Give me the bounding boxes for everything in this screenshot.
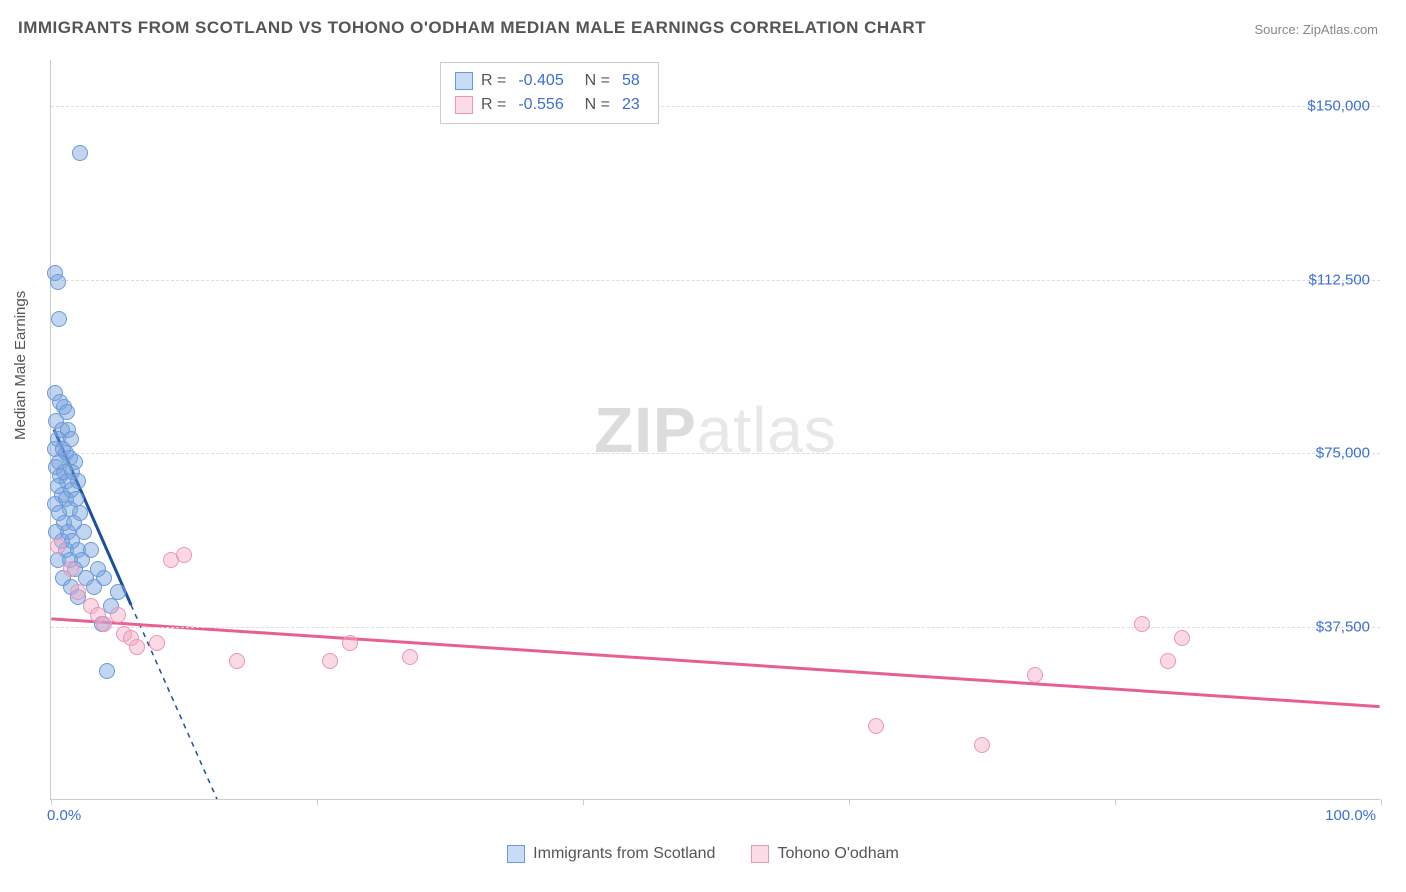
x-tick xyxy=(1381,799,1382,805)
scatter-point-tohono xyxy=(110,607,126,623)
stats-row-tohono: R = -0.556 N = 23 xyxy=(455,93,644,117)
scatter-point-tohono xyxy=(1160,653,1176,669)
scatter-point-tohono xyxy=(129,639,145,655)
scatter-point-tohono xyxy=(402,649,418,665)
stats-row-scotland: R = -0.405 N = 58 xyxy=(455,69,644,93)
x-tick xyxy=(849,799,850,805)
scatter-point-tohono xyxy=(1174,630,1190,646)
y-axis-label: Median Male Earnings xyxy=(12,291,29,440)
swatch-scotland xyxy=(507,845,525,863)
series-legend: Immigrants from Scotland Tohono O'odham xyxy=(0,845,1406,868)
scatter-point-tohono xyxy=(50,538,66,554)
x-tick xyxy=(1115,799,1116,805)
x-label-min: 0.0% xyxy=(47,807,81,824)
x-tick xyxy=(51,799,52,805)
scatter-point-tohono xyxy=(342,635,358,651)
gridline xyxy=(51,453,1380,454)
scatter-point-tohono xyxy=(229,653,245,669)
scatter-point-scotland xyxy=(50,274,66,290)
y-tick-label: $37,500 xyxy=(1316,618,1370,635)
y-tick-label: $150,000 xyxy=(1307,98,1370,115)
swatch-tohono xyxy=(751,845,769,863)
trendline-extension-scotland xyxy=(131,605,237,799)
scatter-point-tohono xyxy=(149,635,165,651)
scatter-point-tohono xyxy=(176,547,192,563)
source-attribution: Source: ZipAtlas.com xyxy=(1254,22,1378,37)
scatter-point-tohono xyxy=(63,561,79,577)
y-tick-label: $75,000 xyxy=(1316,445,1370,462)
scatter-point-tohono xyxy=(322,653,338,669)
gridline xyxy=(51,280,1380,281)
x-label-max: 100.0% xyxy=(1325,807,1376,824)
scatter-point-tohono xyxy=(974,737,990,753)
legend-item-scotland: Immigrants from Scotland xyxy=(507,845,715,863)
correlation-stats-box: R = -0.405 N = 58R = -0.556 N = 23 xyxy=(440,62,659,124)
scatter-point-scotland xyxy=(99,663,115,679)
scatter-point-tohono xyxy=(1027,667,1043,683)
x-tick xyxy=(583,799,584,805)
legend-item-tohono: Tohono O'odham xyxy=(751,845,898,863)
scatter-point-tohono xyxy=(868,718,884,734)
y-tick-label: $112,500 xyxy=(1309,271,1370,288)
plot-area: ZIPatlas $37,500$75,000$112,500$150,0000… xyxy=(50,60,1380,800)
swatch-tohono xyxy=(455,96,473,114)
scatter-point-tohono xyxy=(1134,616,1150,632)
scatter-point-scotland xyxy=(72,145,88,161)
chart-title: IMMIGRANTS FROM SCOTLAND VS TOHONO O'ODH… xyxy=(18,18,926,38)
watermark: ZIPatlas xyxy=(594,393,837,467)
gridline xyxy=(51,106,1380,107)
scatter-point-tohono xyxy=(70,584,86,600)
x-tick xyxy=(317,799,318,805)
trend-lines-layer xyxy=(51,60,1380,799)
swatch-scotland xyxy=(455,72,473,90)
scatter-point-scotland xyxy=(86,579,102,595)
gridline xyxy=(51,627,1380,628)
scatter-point-scotland xyxy=(51,311,67,327)
